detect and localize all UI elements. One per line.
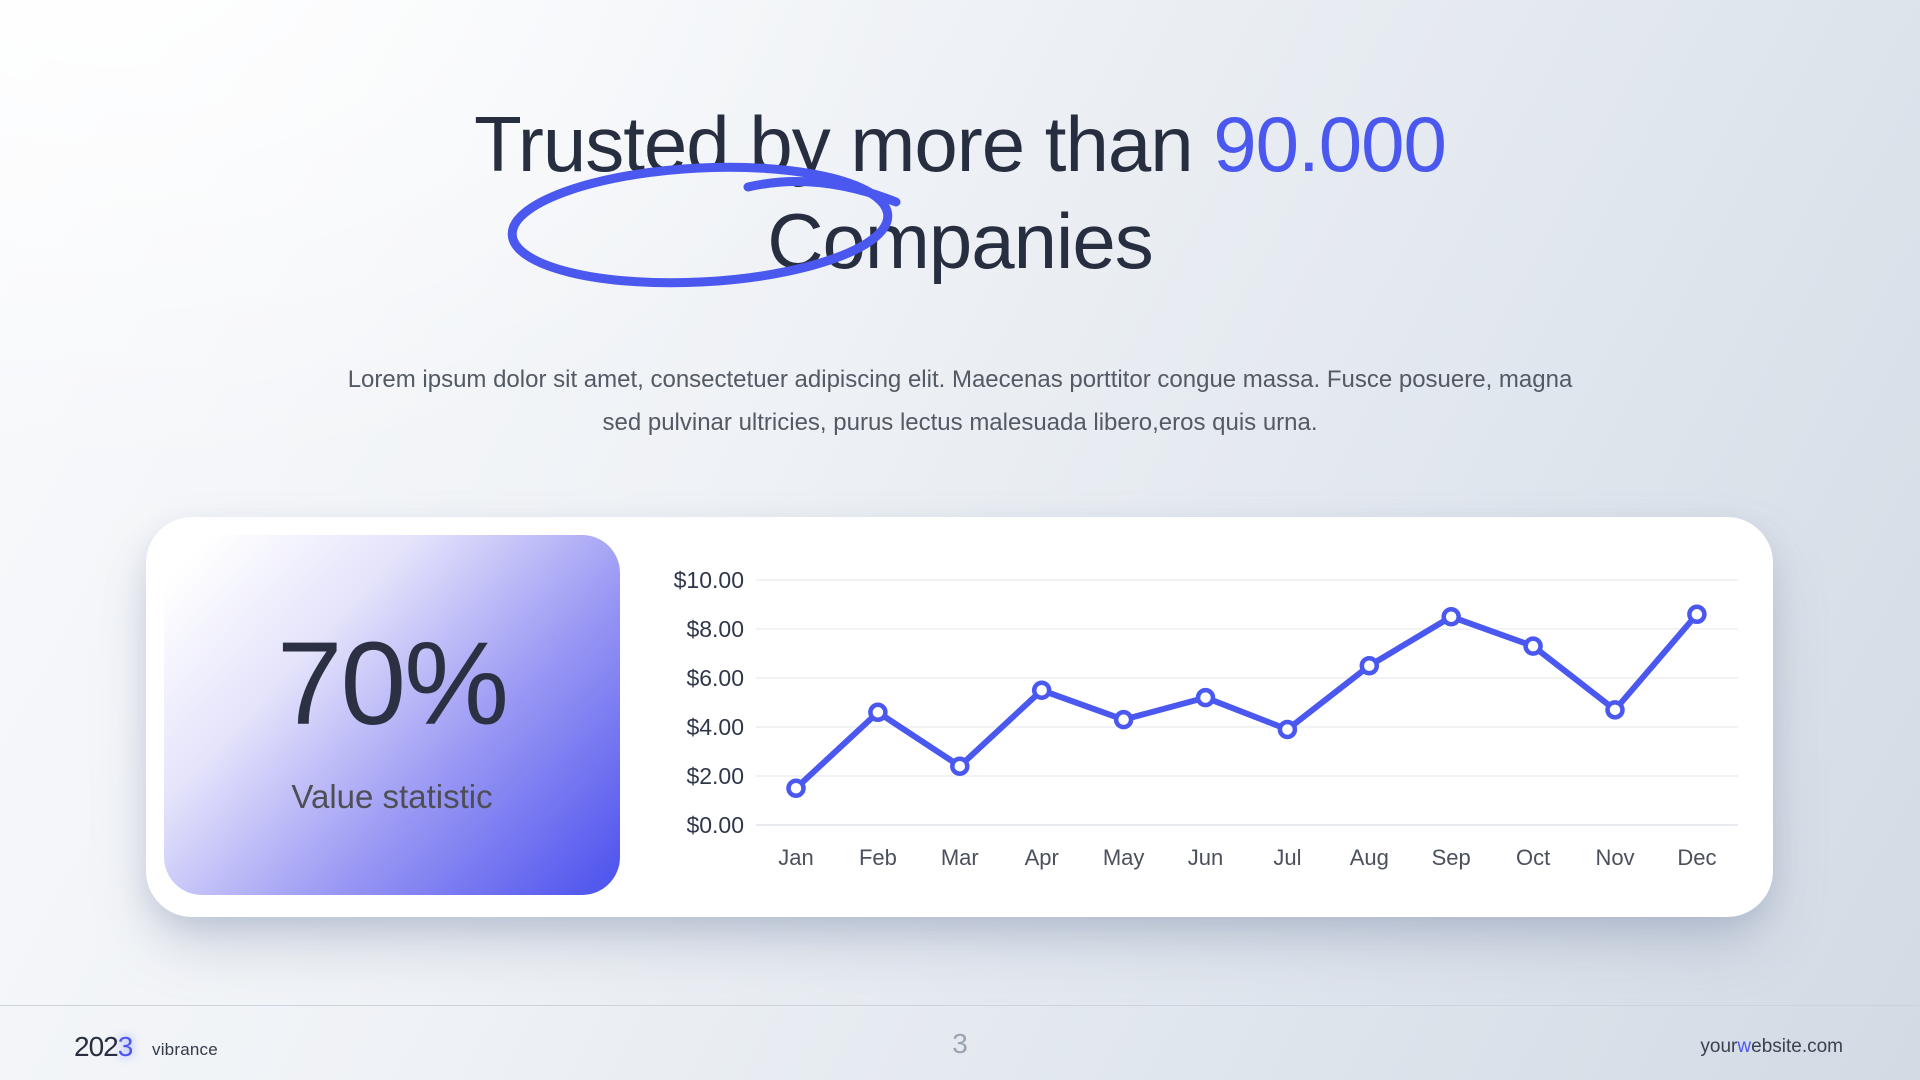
data-point-marker	[1687, 604, 1707, 625]
website-suffix: ebsite.com	[1751, 1036, 1843, 1057]
subtitle-line-2: sed pulvinar ultricies, purus lectus mal…	[602, 409, 1318, 436]
x-axis-month-label: Jul	[1273, 845, 1301, 870]
x-axis-month-label: Sep	[1432, 845, 1471, 870]
website-prefix: your	[1700, 1036, 1738, 1057]
stat-tile: 70% Value statistic	[164, 535, 620, 895]
footer-divider	[0, 1005, 1920, 1006]
y-axis-tick-label: $6.00	[686, 665, 744, 691]
data-point-marker	[950, 756, 970, 776]
website-accent-letter: w	[1737, 1036, 1752, 1057]
y-axis-tick-label: $10.00	[674, 567, 744, 593]
data-point-marker	[1441, 607, 1461, 627]
monthly-line-chart: $0.00 $2.00 $4.00 $6.00 $8.00 $10.00 Jan Feb Mar…	[674, 567, 1738, 870]
x-axis-month-label: Jan	[778, 845, 813, 870]
y-axis-tick-label: $0.00	[686, 812, 744, 838]
x-axis-month-label: Dec	[1677, 845, 1716, 870]
x-axis-month-label: Aug	[1350, 845, 1389, 870]
data-point-marker	[1359, 656, 1380, 676]
data-point-marker	[1277, 719, 1298, 740]
x-axis-month-label: Jun	[1188, 845, 1223, 870]
title-line-2: Companies	[767, 197, 1154, 285]
data-point-marker	[1523, 636, 1543, 656]
y-axis-tick-label: $8.00	[686, 616, 744, 642]
x-axis-month-label: Oct	[1516, 845, 1550, 870]
data-point-marker	[1031, 680, 1052, 700]
data-point-marker	[1195, 687, 1216, 708]
year-accent-digit: 3	[117, 1031, 134, 1062]
x-axis-month-label: May	[1103, 845, 1145, 870]
title-highlight-number: 90.000	[1213, 100, 1447, 188]
x-axis-month-label: Feb	[859, 845, 897, 870]
stat-label: Value statistic	[291, 777, 493, 815]
data-point-marker	[868, 702, 888, 723]
year-prefix: 202	[74, 1031, 119, 1062]
y-axis-tick-label: $2.00	[686, 763, 744, 789]
footer-year: 2023	[74, 1031, 134, 1063]
stats-card: 70% Value statistic $0.00 $2.00 $4.00 $6.00…	[146, 517, 1773, 917]
data-point-marker	[1113, 709, 1134, 730]
x-axis-month-label: Nov	[1595, 845, 1634, 870]
footer-brand: vibrance	[152, 1040, 218, 1059]
y-axis-tick-label: $4.00	[686, 714, 744, 740]
x-axis-month-label: Mar	[941, 845, 979, 870]
subtitle-line-1: Lorem ipsum dolor sit amet, consectetuer…	[347, 366, 1573, 393]
title-line-1: Trusted by more than 90.000	[0, 96, 1920, 193]
data-line	[793, 611, 1700, 792]
slide-title: Trusted by more than 90.000 Companies	[0, 96, 1920, 290]
page-number: 3	[952, 1028, 968, 1059]
data-point-marker	[786, 778, 806, 798]
x-axis-month-label: Apr	[1025, 845, 1059, 870]
footer-website: yourwebsite.com	[1700, 1036, 1843, 1058]
data-point-marker	[1605, 700, 1625, 720]
stat-value: 70%	[276, 617, 509, 750]
slide-subtitle: Lorem ipsum dolor sit amet, consectetuer…	[260, 358, 1660, 444]
title-text: Trusted by more than	[474, 100, 1214, 188]
